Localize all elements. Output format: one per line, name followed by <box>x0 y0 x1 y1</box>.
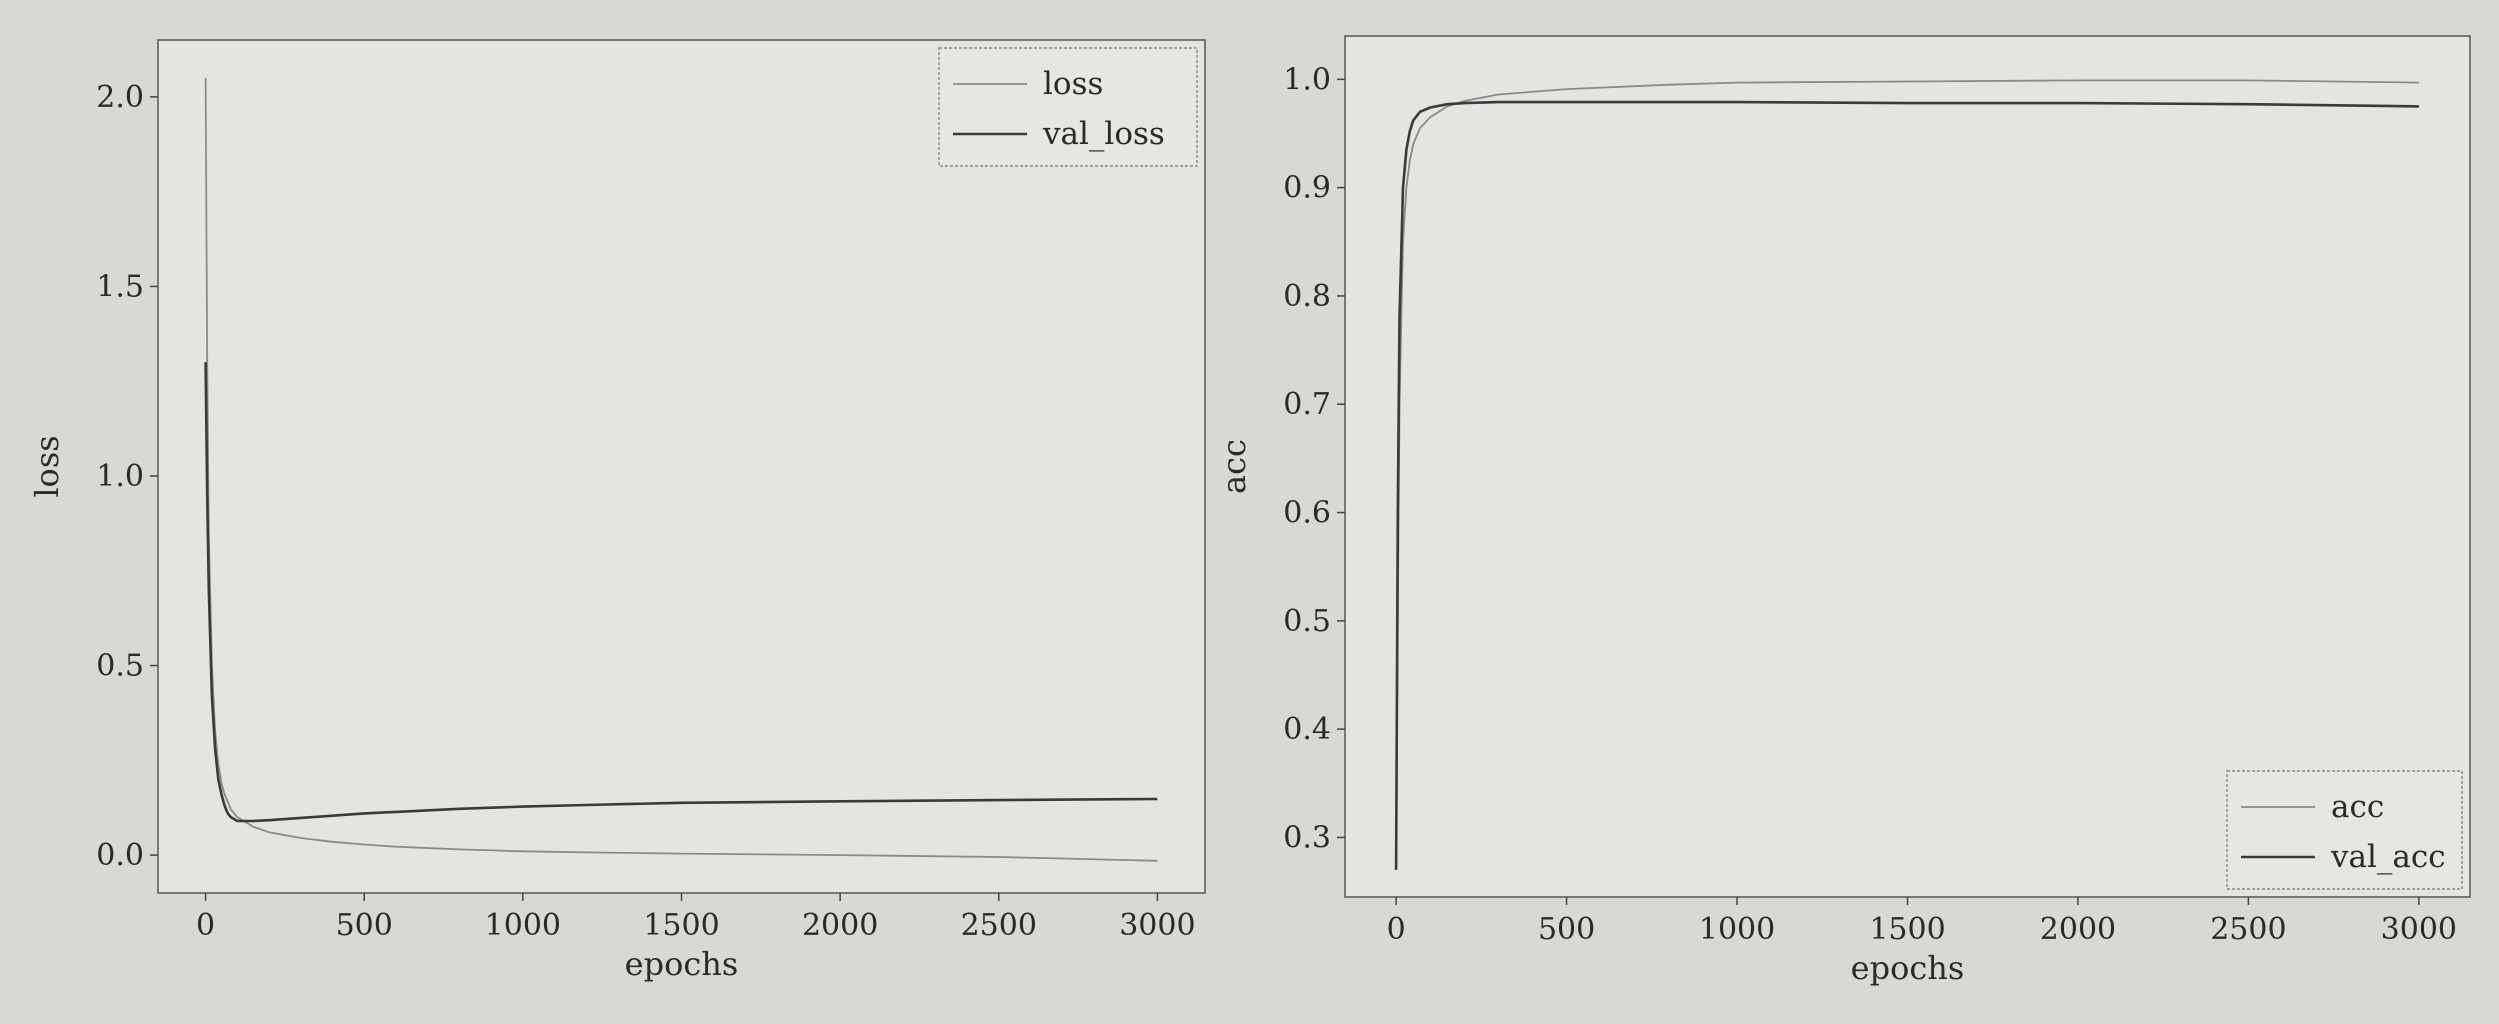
legend-label-acc: acc <box>2331 789 2384 825</box>
y-tick-label: 0.8 <box>1283 279 1331 314</box>
x-tick-label: 500 <box>1538 912 1595 947</box>
y-tick-label: 2.0 <box>96 80 144 115</box>
series-line-acc <box>1395 79 2419 870</box>
x-tick-label: 1000 <box>485 908 561 943</box>
y-axis-label: loss <box>28 435 66 497</box>
x-axis-label: epochs <box>1851 949 1965 987</box>
series-line-val-loss <box>204 362 1158 823</box>
loss-chart: 0 500 1000 1500 2000 2500 3000 0.0 0.5 1.0 1.5 2.0 e… <box>28 39 1206 983</box>
y-tick-label: 0.5 <box>96 649 144 684</box>
x-tick-label: 1500 <box>643 908 719 943</box>
y-tick-label: 0.5 <box>1283 604 1331 639</box>
plot-area <box>1345 36 2470 897</box>
y-tick-label: 1.0 <box>96 459 144 494</box>
y-tick-label: 0.3 <box>1283 820 1331 855</box>
x-tick-label: 0 <box>196 908 215 943</box>
x-tick-label: 2000 <box>2040 912 2116 947</box>
x-tick-label: 0 <box>1387 912 1406 947</box>
x-tick-label: 3000 <box>1119 908 1195 943</box>
y-tick-label: 0.6 <box>1283 496 1331 531</box>
plot-area <box>158 40 1205 893</box>
accuracy-chart: 0 500 1000 1500 2000 2500 3000 0.3 0.4 0.5 0.6 0.7 0… <box>1215 35 2471 987</box>
x-axis-label: epochs <box>625 945 739 983</box>
x-tick-label: 1000 <box>1699 912 1775 947</box>
legend-box <box>2226 770 2463 890</box>
legend-label-val-loss: val_loss <box>1042 116 1165 152</box>
x-tick-label: 2000 <box>802 908 878 943</box>
legend-box <box>938 47 1198 167</box>
y-tick-label: 0.0 <box>96 838 144 873</box>
x-tick-label: 2500 <box>961 908 1037 943</box>
series-line-val-acc <box>1394 100 2419 870</box>
y-tick-label: 0.9 <box>1283 171 1331 206</box>
legend: acc val_acc <box>2226 770 2463 890</box>
legend: loss val_loss <box>938 47 1198 167</box>
x-tick-label: 3000 <box>2381 912 2457 947</box>
legend-label-val-acc: val_acc <box>2330 839 2446 875</box>
y-tick-label: 1.0 <box>1283 62 1331 97</box>
y-tick-label: 0.4 <box>1283 712 1331 747</box>
y-axis-label: acc <box>1215 439 1253 494</box>
legend-label-loss: loss <box>1043 66 1103 102</box>
x-tick-label: 1500 <box>1869 912 1945 947</box>
x-tick-label: 500 <box>336 908 393 943</box>
x-tick-label: 2500 <box>2210 912 2286 947</box>
y-tick-label: 0.7 <box>1283 387 1331 422</box>
y-tick-label: 1.5 <box>96 269 144 304</box>
